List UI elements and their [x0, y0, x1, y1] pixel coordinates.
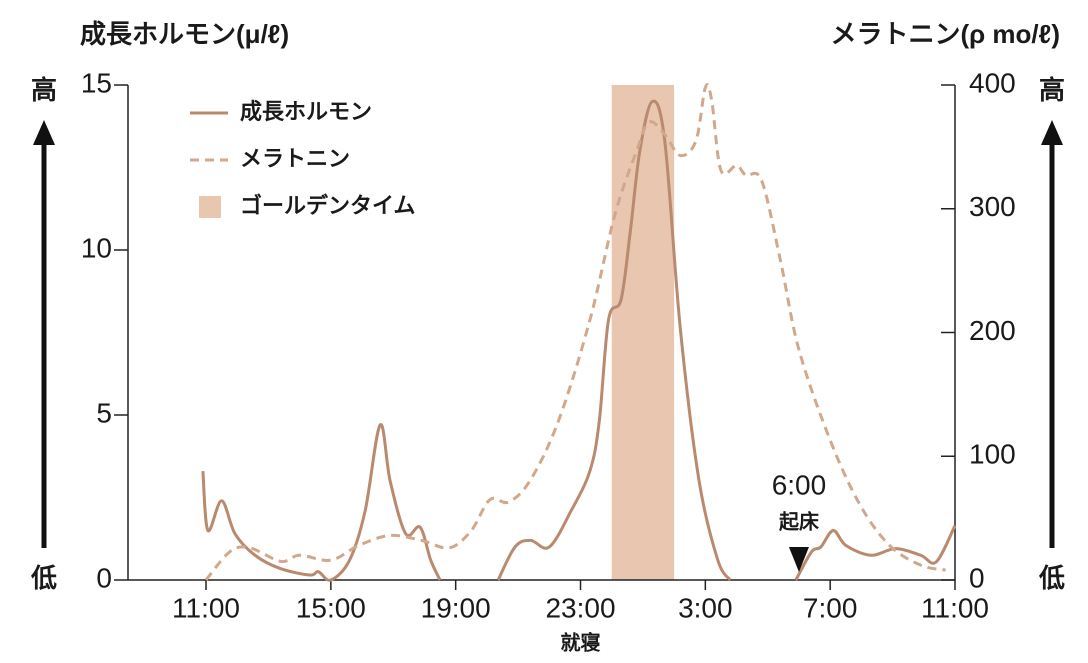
series-line [201, 99, 957, 582]
wake-time: 6:00 [772, 469, 827, 500]
low-label: 低 [1038, 563, 1065, 593]
low-label: 低 [30, 563, 57, 593]
y2-tick-label: 200 [969, 315, 1016, 346]
y-tick-label: 10 [81, 232, 112, 263]
legend-label: ゴールデンタイム [240, 193, 416, 218]
y2-tick-label: 100 [969, 439, 1016, 470]
x-tick-label: 15:00 [296, 592, 366, 623]
x-tick-label: 11:00 [921, 592, 989, 623]
y2-axis-title: メラトニン(ρ mo/ℓ) [830, 19, 1060, 49]
y2-tick-label: 0 [969, 562, 985, 593]
legend-label: 成長ホルモン [240, 99, 372, 124]
scale-arrow [33, 120, 1063, 548]
x-tick-label: 3:00 [678, 592, 733, 623]
high-label: 高 [1039, 75, 1065, 105]
highlight-band [611, 85, 675, 580]
wake-label: 起床 [778, 509, 820, 533]
x-tick-label: 11:00 [172, 592, 240, 623]
x-tick-label: 19:00 [421, 592, 491, 623]
y2-tick-label: 400 [969, 67, 1016, 98]
legend-swatch [199, 196, 221, 218]
x-tick-label: 7:00 [803, 592, 858, 623]
y-tick-label: 15 [81, 67, 112, 98]
x-tick-label: 23:00 [545, 592, 615, 623]
series-line [204, 83, 946, 581]
y2-tick-label: 300 [969, 191, 1016, 222]
legend-label: メラトニン [240, 146, 350, 171]
sleep-label: 就寝 [561, 630, 601, 654]
high-label: 高 [31, 75, 57, 105]
y-tick-label: 5 [96, 397, 112, 428]
y-axis-title: 成長ホルモン(μ/ℓ) [80, 19, 289, 49]
y-tick-label: 0 [96, 562, 112, 593]
wake-arrow [788, 547, 809, 572]
